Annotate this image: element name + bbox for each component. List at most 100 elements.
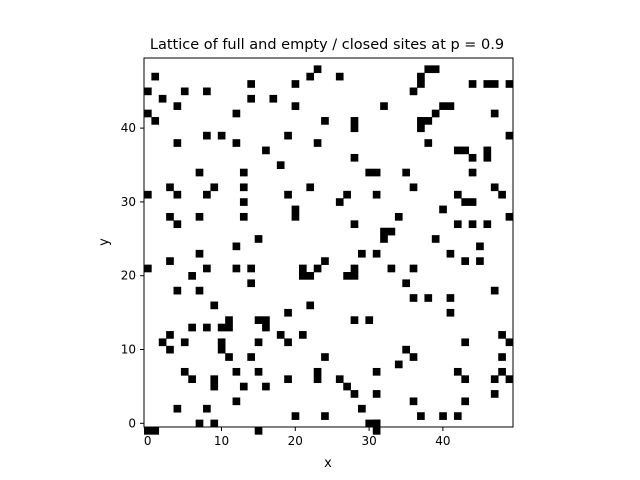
closed-site-cell [490,390,499,398]
closed-site-cell [203,404,211,413]
closed-site-cell [298,264,307,273]
closed-site-cell [269,94,278,103]
closed-site-cell [424,65,433,74]
closed-site-cell [217,338,226,347]
closed-site-cell [210,419,219,428]
closed-site-cell [298,331,307,339]
closed-site-cell [188,375,196,384]
closed-site-cell [358,249,366,258]
x-tick-label: 30 [361,434,376,448]
closed-site-cell [350,117,359,125]
closed-site-cell [195,419,204,428]
closed-site-cell [173,286,182,295]
closed-site-cell [417,412,425,420]
closed-site-cell [505,375,514,384]
closed-site-cell [372,419,381,428]
closed-site-cell [144,264,152,273]
closed-site-cell [203,131,211,140]
closed-site-cell [232,139,241,147]
closed-site-cell [313,65,322,74]
closed-site-cell [446,294,455,302]
closed-site-cell [254,316,263,324]
closed-site-cell [350,316,359,324]
closed-site-cell [461,375,470,384]
closed-site-cell [476,257,484,265]
closed-site-cell [247,94,255,103]
y-tick-label: 30 [121,195,136,209]
x-tick-label: 40 [435,434,450,448]
closed-site-cell [262,316,270,324]
closed-site-cell [247,80,255,88]
closed-site-cell [306,183,315,192]
closed-site-cell [409,294,418,302]
closed-site-cell [321,257,329,265]
closed-site-cell [461,198,470,206]
x-tick-label: 10 [214,434,229,448]
closed-site-cell [291,205,300,214]
closed-site-cell [158,338,167,347]
closed-site-cell [483,220,492,229]
closed-site-cell [195,249,204,258]
closed-site-cell [203,264,211,273]
closed-site-cell [446,249,455,258]
closed-site-cell [188,323,196,332]
closed-site-cell [144,190,152,199]
closed-site-cell [439,205,447,214]
y-tick-label: 20 [121,269,136,283]
closed-site-cell [284,308,292,317]
closed-site-cell [380,227,388,236]
plot-frame [143,57,514,428]
closed-site-cell [446,102,455,110]
chart-title: Lattice of full and empty / closed sites… [150,37,504,53]
closed-site-cell [461,397,470,406]
closed-site-cell [291,80,300,88]
closed-site-cell [402,168,410,177]
closed-site-cell [262,146,270,155]
closed-site-cell [321,412,329,420]
closed-site-cell [232,242,241,251]
closed-site-cell [166,331,174,339]
closed-site-cell [284,131,292,140]
closed-site-cell [350,264,359,273]
closed-site-cell [350,220,359,229]
closed-site-cell [210,301,219,310]
closed-site-cell [239,168,248,177]
closed-site-cell [490,375,499,384]
y-tick-label: 40 [121,121,136,135]
closed-site-cell [461,338,470,347]
closed-site-cell [166,257,174,265]
closed-site-cell [321,117,329,125]
closed-site-cell [210,382,219,391]
closed-site-cell [424,294,433,302]
closed-site-cell [313,367,322,376]
closed-site-cell [372,168,381,177]
closed-site-cell [166,345,174,354]
closed-site-cell [313,375,322,384]
closed-site-cell [350,272,359,280]
closed-site-cell [284,375,292,384]
closed-site-cell [409,353,418,361]
closed-site-cell [358,404,366,413]
closed-site-cell [232,109,241,118]
y-tick-label: 10 [121,343,136,357]
closed-site-cell [276,331,285,339]
closed-site-cell [505,212,514,221]
y-tick-label: 0 [128,416,136,430]
closed-site-cell [335,375,344,384]
closed-site-cell [476,242,484,251]
closed-site-cell [306,72,315,81]
closed-site-cell [409,183,418,192]
closed-site-cell [225,323,233,332]
closed-site-cell [380,235,388,243]
closed-site-cell [210,183,219,192]
closed-site-cell [254,338,263,347]
closed-site-cell [321,353,329,361]
closed-site-cell [173,190,182,199]
closed-site-cell [453,220,462,229]
closed-site-cell [431,109,440,118]
closed-site-cell [173,220,182,229]
closed-site-cell [232,397,241,406]
closed-site-cell [365,168,374,177]
y-axis-label: y [97,238,112,246]
